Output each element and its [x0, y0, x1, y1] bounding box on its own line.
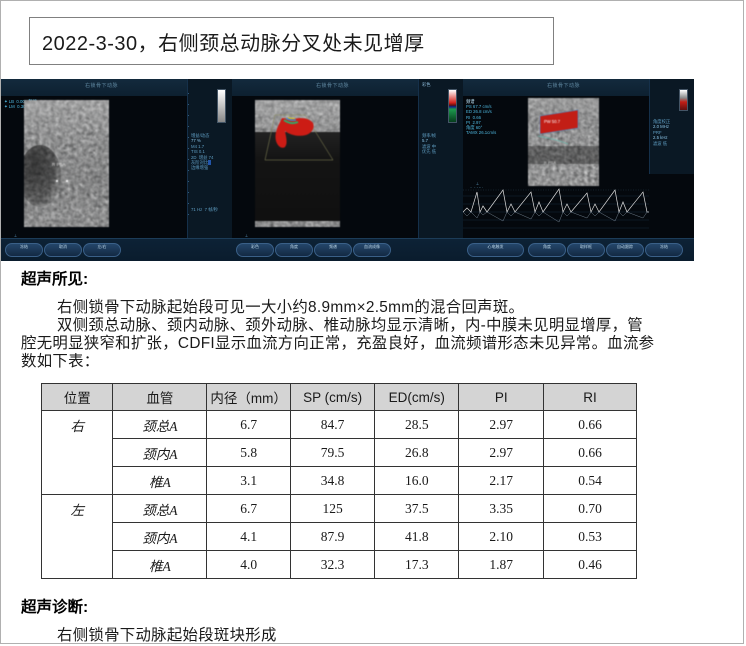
- svg-text:PW 50.7: PW 50.7: [544, 119, 561, 124]
